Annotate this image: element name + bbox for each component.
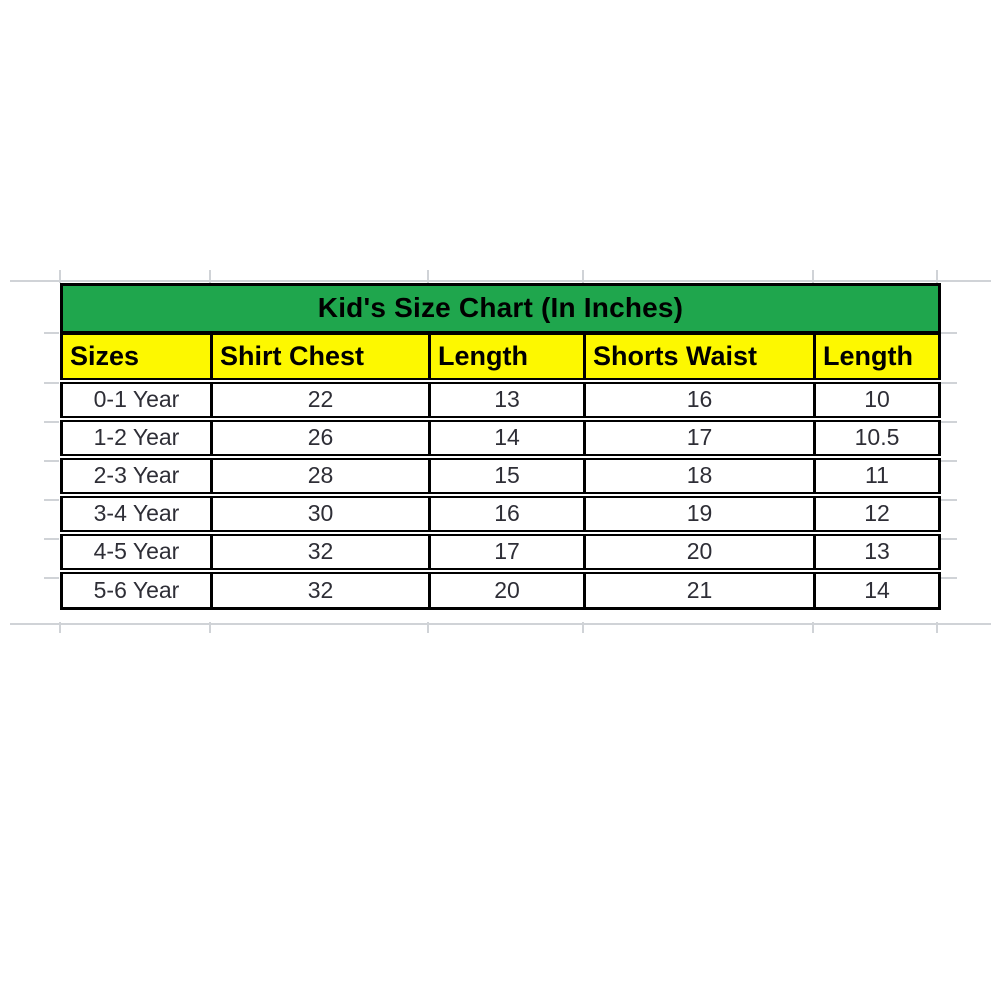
table-row: 1-2 Year 26 14 17 10.5 <box>60 418 941 460</box>
value-cell: 10 <box>813 380 941 422</box>
gridline-fragment <box>939 421 957 423</box>
value-cell: 16 <box>583 380 816 422</box>
column-header-1: Shirt Chest <box>210 332 431 384</box>
header-row: Sizes Shirt Chest Length Shorts Waist Length <box>60 332 941 384</box>
gridline-fragment <box>939 460 957 462</box>
title-row: Kid's Size Chart (In Inches) <box>60 284 941 335</box>
value-cell: 14 <box>428 418 586 460</box>
gridline-fragment <box>59 270 61 283</box>
gridline-fragment <box>209 270 211 283</box>
value-cell: 28 <box>210 456 431 498</box>
gridline-fragment <box>427 270 429 283</box>
gridline-fragment <box>44 499 59 501</box>
value-cell: 20 <box>583 532 816 574</box>
gridline-fragment <box>939 538 957 540</box>
size-label-cell: 1-2 Year <box>60 418 213 460</box>
gridline-fragment <box>939 382 957 384</box>
gridline-fragment <box>939 332 957 334</box>
value-cell: 13 <box>428 380 586 422</box>
table-row: 5-6 Year 32 20 21 14 <box>60 570 941 609</box>
gridline-fragment <box>582 270 584 283</box>
gridline-fragment <box>44 577 59 579</box>
column-header-4: Length <box>813 332 941 384</box>
value-cell: 26 <box>210 418 431 460</box>
gridline-fragment <box>939 499 957 501</box>
gridline-fragment <box>10 280 991 282</box>
value-cell: 32 <box>210 570 431 609</box>
value-cell: 17 <box>428 532 586 574</box>
value-cell: 22 <box>210 380 431 422</box>
size-chart-table: Kid's Size Chart (In Inches) Sizes Shirt … <box>60 283 941 610</box>
value-cell: 30 <box>210 494 431 536</box>
value-cell: 32 <box>210 532 431 574</box>
value-cell: 14 <box>813 570 941 609</box>
size-label-cell: 5-6 Year <box>60 570 213 609</box>
value-cell: 21 <box>583 570 816 609</box>
value-cell: 11 <box>813 456 941 498</box>
gridline-fragment <box>936 270 938 283</box>
gridline-fragment <box>427 622 429 633</box>
table-row: 4-5 Year 32 17 20 13 <box>60 532 941 574</box>
value-cell: 19 <box>583 494 816 536</box>
gridline-fragment <box>582 622 584 633</box>
value-cell: 17 <box>583 418 816 460</box>
gridline-fragment <box>44 460 59 462</box>
gridline-fragment <box>44 421 59 423</box>
size-label-cell: 2-3 Year <box>60 456 213 498</box>
gridline-fragment <box>44 538 59 540</box>
gridline-fragment <box>939 577 957 579</box>
gridline-fragment <box>812 622 814 633</box>
column-header-2: Length <box>428 332 586 384</box>
value-cell: 18 <box>583 456 816 498</box>
size-label-cell: 4-5 Year <box>60 532 213 574</box>
gridline-fragment <box>44 332 59 334</box>
table-row: 2-3 Year 28 15 18 11 <box>60 456 941 498</box>
table-row: 0-1 Year 22 13 16 10 <box>60 380 941 422</box>
table-title: Kid's Size Chart (In Inches) <box>60 284 941 335</box>
gridline-fragment <box>59 622 61 633</box>
column-header-0: Sizes <box>60 332 213 384</box>
table-row: 3-4 Year 30 16 19 12 <box>60 494 941 536</box>
value-cell: 10.5 <box>813 418 941 460</box>
size-label-cell: 0-1 Year <box>60 380 213 422</box>
value-cell: 20 <box>428 570 586 609</box>
value-cell: 12 <box>813 494 941 536</box>
column-header-3: Shorts Waist <box>583 332 816 384</box>
value-cell: 13 <box>813 532 941 574</box>
gridline-fragment <box>209 622 211 633</box>
gridline-fragment <box>812 270 814 283</box>
size-label-cell: 3-4 Year <box>60 494 213 536</box>
value-cell: 16 <box>428 494 586 536</box>
gridline-fragment <box>44 382 59 384</box>
value-cell: 15 <box>428 456 586 498</box>
gridline-fragment <box>936 622 938 633</box>
gridline-fragment <box>10 623 991 625</box>
